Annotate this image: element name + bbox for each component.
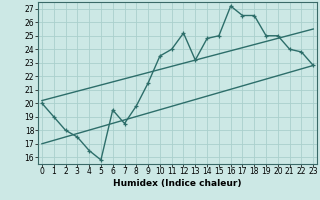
X-axis label: Humidex (Indice chaleur): Humidex (Indice chaleur) [113,179,242,188]
